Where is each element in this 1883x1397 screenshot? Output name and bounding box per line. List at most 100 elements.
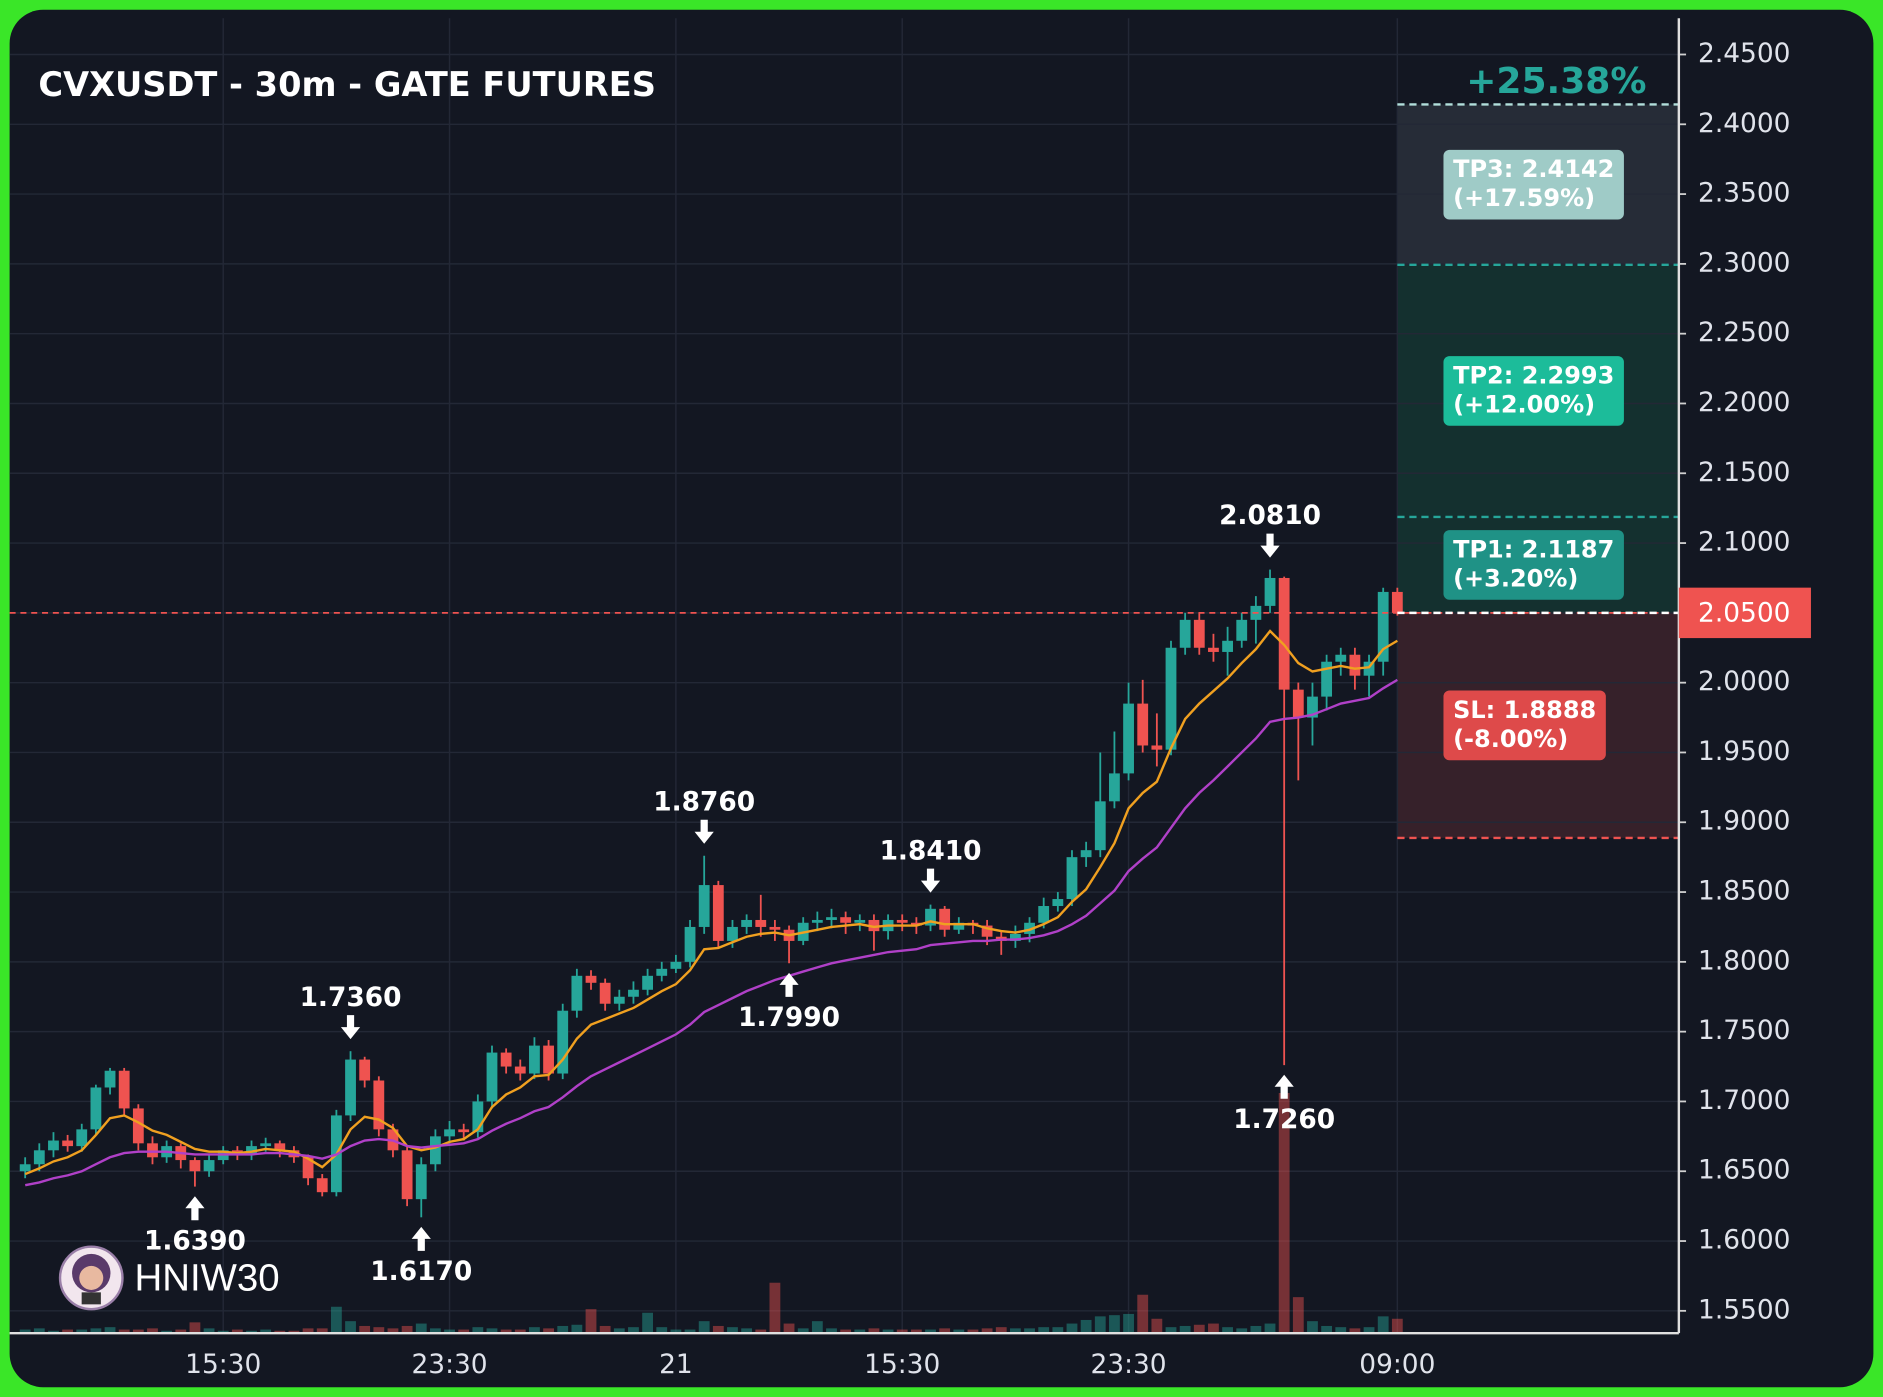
volume-bar xyxy=(811,1321,823,1334)
candle-body xyxy=(939,908,951,930)
candle-body xyxy=(1349,654,1361,676)
candle-body xyxy=(472,1101,484,1133)
volume-bar xyxy=(90,1328,102,1334)
candle-body xyxy=(1109,773,1120,802)
candle-body xyxy=(1165,647,1177,750)
candle-body xyxy=(1321,661,1333,697)
volume-bar xyxy=(1278,1092,1290,1334)
candle-body xyxy=(840,917,852,923)
volume-bar xyxy=(896,1329,908,1334)
volume-bar xyxy=(302,1328,314,1334)
volume-bar xyxy=(373,1327,385,1334)
candle-body xyxy=(1080,850,1092,858)
candle-body xyxy=(599,982,611,1004)
candle-body xyxy=(415,1164,427,1200)
ma-line xyxy=(24,678,1398,1187)
volume-bar xyxy=(981,1328,993,1334)
annotation-arrow xyxy=(779,972,799,997)
y-tick-label: 2.4500 xyxy=(1698,38,1790,69)
candle-body xyxy=(826,917,837,920)
volume-bar xyxy=(1094,1316,1106,1334)
volume-bar xyxy=(642,1312,654,1334)
volume-bar xyxy=(1292,1297,1304,1334)
candle-body xyxy=(1292,689,1304,718)
volume-bar xyxy=(925,1329,936,1334)
volume-bar xyxy=(260,1329,272,1334)
volume-bar xyxy=(231,1329,243,1334)
volume-bar xyxy=(1321,1325,1333,1334)
volume-bar xyxy=(430,1328,441,1334)
candle-body xyxy=(1179,619,1191,648)
candle-body xyxy=(1193,619,1205,648)
candle-body xyxy=(755,919,767,927)
candle-body xyxy=(260,1143,272,1147)
candle-body xyxy=(571,975,583,1011)
y-tick-label: 1.7000 xyxy=(1698,1085,1790,1116)
volume-bar xyxy=(62,1329,74,1334)
x-tick-label: 23:30 xyxy=(1091,1349,1167,1380)
volume-bar xyxy=(854,1329,866,1334)
level-label: TP3: 2.4142 xyxy=(1453,155,1614,183)
candle-body xyxy=(896,919,908,923)
candle-body xyxy=(1137,703,1149,746)
candle-body xyxy=(557,1010,569,1074)
volume-bar xyxy=(444,1329,455,1334)
y-tick-label: 1.8500 xyxy=(1698,876,1790,907)
volume-bar xyxy=(684,1329,696,1334)
candle-body xyxy=(811,919,823,923)
y-tick-label: 1.8000 xyxy=(1698,945,1790,976)
candle-body xyxy=(1151,745,1163,750)
ma-line xyxy=(24,629,1398,1176)
volume-bar xyxy=(769,1282,781,1334)
volume-bar xyxy=(1123,1313,1134,1334)
level-change: (+3.20%) xyxy=(1453,564,1578,592)
volume-bar xyxy=(189,1322,201,1334)
volume-bar xyxy=(670,1329,682,1334)
change-label: +25.38% xyxy=(1466,61,1646,102)
candle-body xyxy=(316,1178,328,1193)
y-tick-label: 2.2500 xyxy=(1698,317,1790,348)
volume-bar xyxy=(1377,1316,1389,1334)
candle-body xyxy=(868,919,880,932)
volume-bar xyxy=(1165,1327,1177,1334)
volume-bar xyxy=(1264,1323,1276,1334)
annotation-label: 1.6390 xyxy=(144,1225,246,1256)
candle-body xyxy=(302,1157,314,1179)
volume-bar xyxy=(1038,1327,1050,1334)
y-tick-label: 2.1000 xyxy=(1698,527,1790,558)
volume-bar xyxy=(401,1325,413,1334)
candle-body xyxy=(1009,933,1021,941)
candle-body xyxy=(132,1108,144,1144)
annotation-label: 1.7260 xyxy=(1233,1104,1335,1135)
volume-bar xyxy=(599,1325,611,1334)
volume-bar xyxy=(1391,1318,1403,1334)
candle-body xyxy=(543,1045,554,1074)
candle-body xyxy=(585,975,597,983)
candle-body xyxy=(953,922,965,930)
volume-bar xyxy=(868,1328,880,1334)
volume-bar xyxy=(557,1325,569,1334)
watermark-avatar xyxy=(58,1245,124,1311)
candle-body xyxy=(486,1052,498,1102)
volume-bar xyxy=(1222,1327,1233,1334)
level-label: SL: 1.8888 xyxy=(1453,696,1596,724)
volume-bar xyxy=(967,1329,979,1334)
volume-bar xyxy=(1335,1327,1347,1334)
volume-bar xyxy=(1236,1328,1248,1334)
level-box xyxy=(1443,356,1624,426)
level-label: TP1: 2.1187 xyxy=(1453,536,1614,564)
volume-bar xyxy=(826,1328,837,1334)
volume-bar xyxy=(1009,1328,1021,1334)
volume-bar xyxy=(330,1306,342,1334)
candle-body xyxy=(1391,591,1403,613)
volume-bar xyxy=(500,1329,512,1334)
volume-bar xyxy=(698,1321,710,1334)
candle-body xyxy=(1236,619,1248,641)
volume-bar xyxy=(585,1309,597,1334)
y-tick-label: 1.9500 xyxy=(1698,736,1790,767)
annotation-label: 2.0810 xyxy=(1219,500,1321,531)
x-tick-label: 15:30 xyxy=(864,1349,940,1380)
y-tick-label: 1.7500 xyxy=(1698,1015,1790,1046)
volume-bar xyxy=(472,1327,484,1334)
